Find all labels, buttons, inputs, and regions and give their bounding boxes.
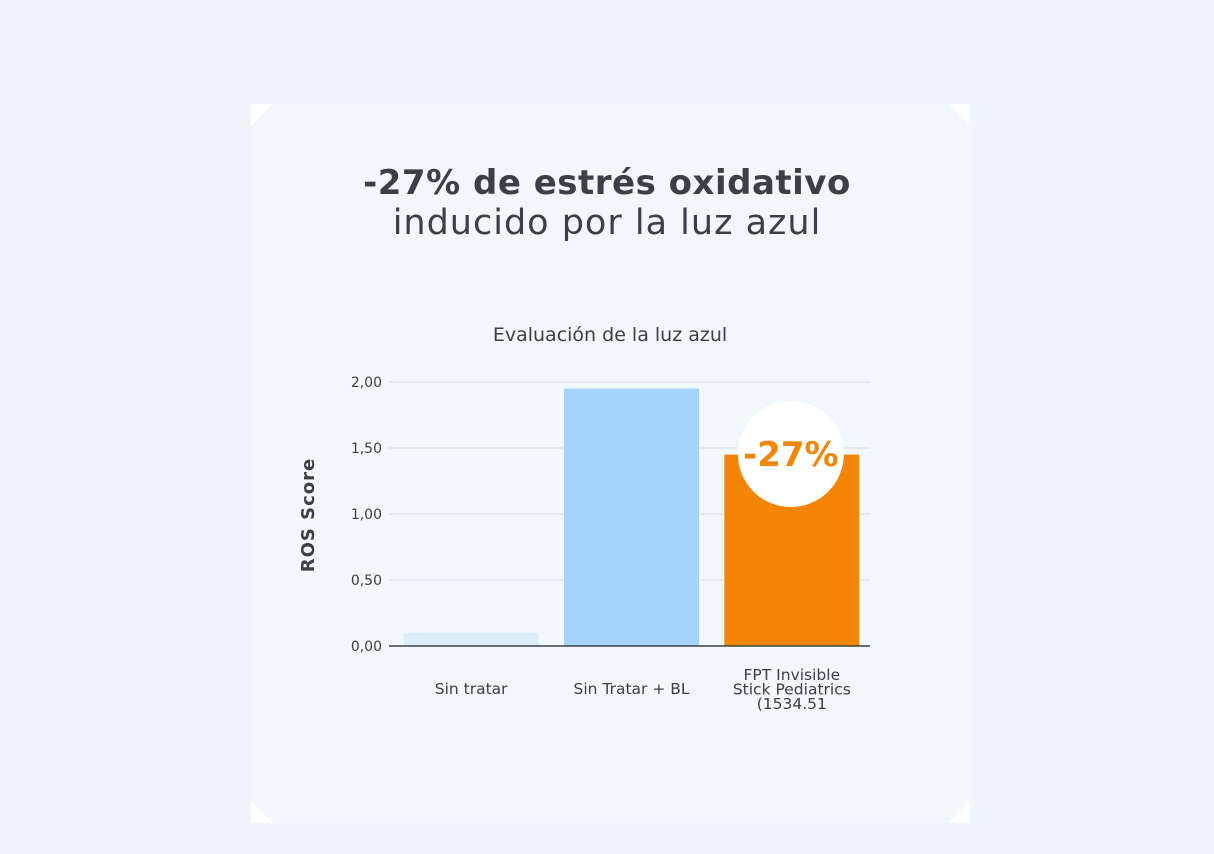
y-axis-label: ROS Score xyxy=(298,458,319,572)
x-tick-label: (1534.51 xyxy=(757,695,827,713)
y-tick-label: 1,50 xyxy=(351,441,382,457)
headline-sub: inducido por la luz azul xyxy=(392,203,822,243)
bar xyxy=(564,388,699,646)
headline-main: -27% de estrés oxidativo xyxy=(363,163,851,203)
bar xyxy=(403,632,539,646)
chart-title: Evaluación de la luz azul xyxy=(493,324,727,346)
y-tick-label: 1,00 xyxy=(351,507,382,523)
card-corner-top-right xyxy=(948,104,970,126)
card-corner-bottom-right xyxy=(948,801,970,823)
y-tick-label: 0,50 xyxy=(351,573,382,589)
card-corner-bottom-left xyxy=(251,801,273,823)
reduction-badge-label: -27% xyxy=(743,435,839,475)
card-corner-top-left xyxy=(251,104,273,126)
y-tick-label: 0,00 xyxy=(351,639,382,655)
x-tick-label: FPT Invisible xyxy=(744,666,841,684)
x-tick-label: Sin Tratar + BL xyxy=(573,680,689,698)
y-tick-label: 2,00 xyxy=(351,375,382,391)
x-tick-label: Stick Pediatrics xyxy=(733,681,851,699)
reduction-badge xyxy=(737,401,844,507)
x-tick-label: Sin tratar xyxy=(435,680,508,698)
